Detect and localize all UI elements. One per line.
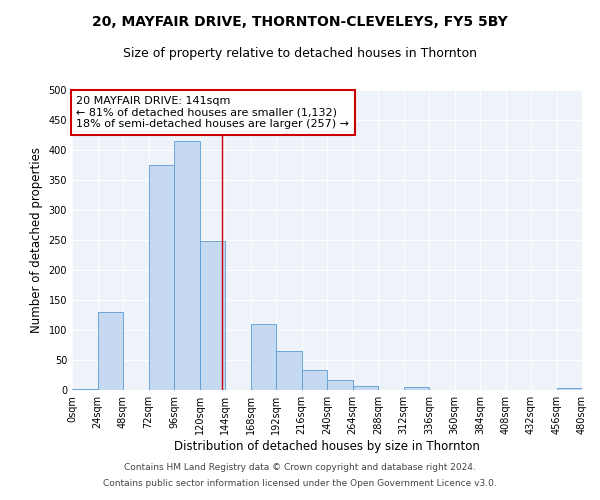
Text: Contains public sector information licensed under the Open Government Licence v3: Contains public sector information licen… xyxy=(103,478,497,488)
Bar xyxy=(199,241,225,390)
Bar xyxy=(353,386,378,390)
Text: Size of property relative to detached houses in Thornton: Size of property relative to detached ho… xyxy=(123,48,477,60)
Text: Contains HM Land Registry data © Crown copyright and database right 2024.: Contains HM Land Registry data © Crown c… xyxy=(124,464,476,472)
Bar xyxy=(251,324,276,390)
Bar xyxy=(149,165,174,390)
Y-axis label: Number of detached properties: Number of detached properties xyxy=(30,147,43,333)
Bar xyxy=(72,389,97,390)
Bar xyxy=(276,351,302,390)
Bar xyxy=(557,388,582,390)
Bar xyxy=(404,387,429,390)
Bar xyxy=(327,380,353,390)
Bar xyxy=(302,370,327,390)
Bar xyxy=(97,312,123,390)
Text: 20 MAYFAIR DRIVE: 141sqm
← 81% of detached houses are smaller (1,132)
18% of sem: 20 MAYFAIR DRIVE: 141sqm ← 81% of detach… xyxy=(76,96,349,129)
X-axis label: Distribution of detached houses by size in Thornton: Distribution of detached houses by size … xyxy=(174,440,480,452)
Bar xyxy=(174,141,199,390)
Text: 20, MAYFAIR DRIVE, THORNTON-CLEVELEYS, FY5 5BY: 20, MAYFAIR DRIVE, THORNTON-CLEVELEYS, F… xyxy=(92,15,508,29)
